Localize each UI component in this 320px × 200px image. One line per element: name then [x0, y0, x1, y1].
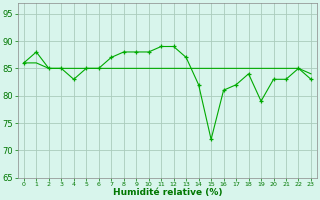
X-axis label: Humidité relative (%): Humidité relative (%) — [113, 188, 222, 197]
